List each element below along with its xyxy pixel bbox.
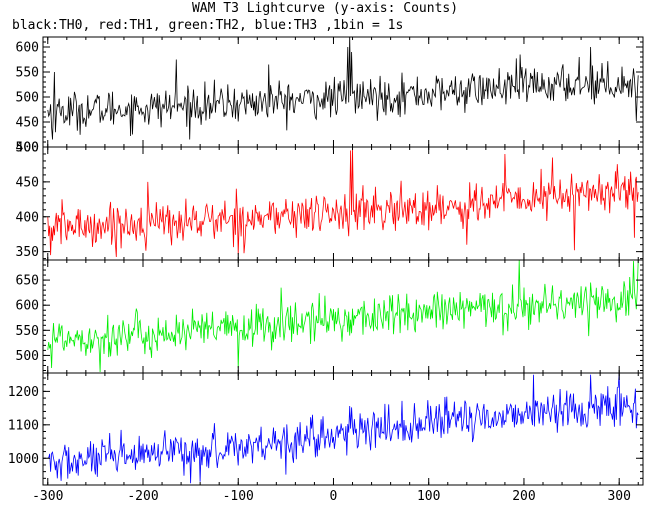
y-tick-label: 500: [16, 349, 39, 364]
panel-th1: 350 400 450 500: [16, 141, 644, 261]
y-tick-label: 550: [16, 324, 39, 339]
x-tick-label: 100: [417, 489, 440, 504]
x-tick-label: -200: [127, 489, 158, 504]
y-tick-label: 500: [16, 141, 39, 156]
x-tick-label: 0: [330, 489, 338, 504]
y-tick-label: 1100: [8, 418, 39, 433]
panel-th2: 500 550 600 650: [16, 259, 644, 374]
y-tick-label: 500: [16, 91, 39, 106]
series-th2-line: [47, 260, 639, 373]
y-tick-label: 600: [16, 41, 39, 56]
y-tick-label: 550: [16, 66, 39, 81]
y-tick-label: 1200: [8, 385, 39, 400]
panel-th0: 400 450 500 550 600: [16, 36, 644, 156]
y-tick-label: 400: [16, 141, 39, 156]
x-tick-label: -300: [32, 489, 63, 504]
y-tick-label: 450: [16, 175, 39, 190]
y-tick-label: 1000: [8, 452, 39, 467]
x-tick-label: -100: [223, 489, 254, 504]
series-th1-line: [47, 147, 639, 258]
series-th0-line: [47, 37, 639, 140]
x-tick-label: 300: [607, 489, 630, 504]
panel-frame: [42, 372, 644, 486]
chart-subtitle: black:TH0, red:TH1, green:TH2, blue:TH3 …: [12, 18, 404, 33]
x-tick-label: 200: [512, 489, 535, 504]
chart-title: WAM T3 Lightcurve (y-axis: Counts): [191, 1, 459, 16]
y-tick-label: 600: [16, 299, 39, 314]
y-tick-label: 350: [16, 245, 39, 260]
y-tick-label: 400: [16, 210, 39, 225]
y-tick-label: 650: [16, 274, 39, 289]
panel-frame: [42, 259, 644, 374]
series-th3-line: [47, 373, 639, 484]
panel-th3: 1000 1100 1200: [8, 372, 644, 486]
y-tick-label: 450: [16, 116, 39, 131]
